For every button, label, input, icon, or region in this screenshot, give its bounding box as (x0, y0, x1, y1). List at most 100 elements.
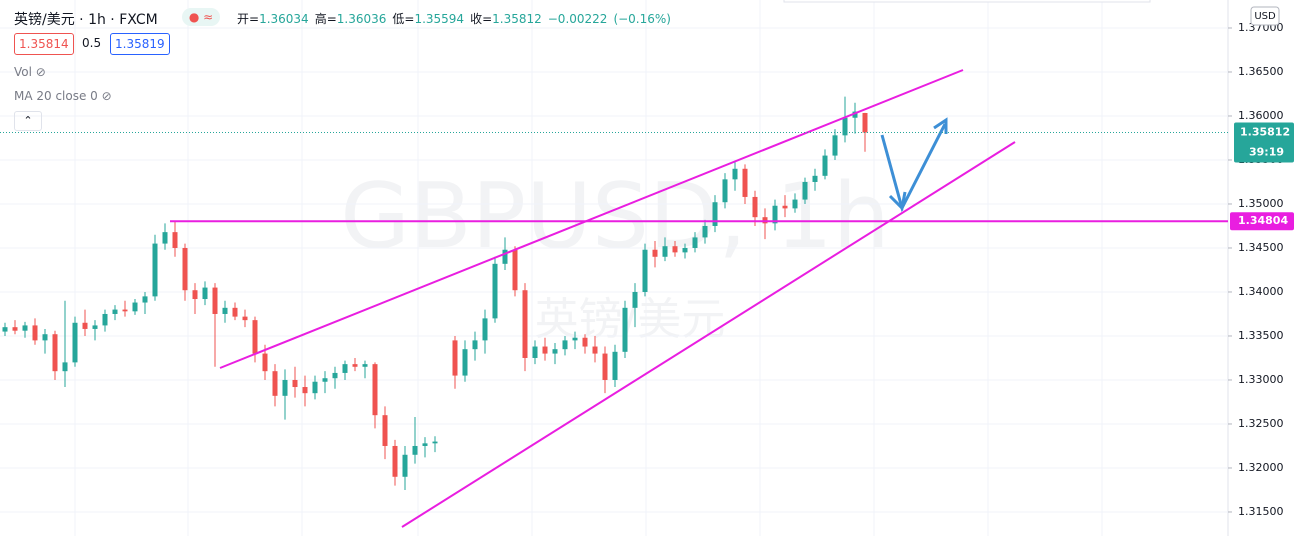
y-tick-label: 1.33500 (1238, 329, 1284, 342)
candle-body (742, 168, 748, 197)
watermark-name: 英镑/美元 (535, 294, 726, 345)
candle-body (22, 325, 28, 331)
candle-body (512, 249, 518, 291)
y-tick-label: 1.36500 (1238, 65, 1284, 78)
candle-body (112, 309, 118, 314)
spread: 0.5 (82, 36, 102, 50)
candle-body (662, 246, 668, 257)
indicator-label: MA 20 close 0 (14, 89, 98, 103)
candle-body (642, 249, 648, 292)
candle-body (572, 337, 578, 341)
candle-body (692, 237, 698, 248)
candle-body (852, 111, 858, 118)
candle-body (212, 287, 218, 314)
candle-body (222, 307, 228, 314)
candle-body (282, 379, 288, 396)
candle-body (632, 291, 638, 308)
candle-body (182, 247, 188, 291)
candle-body (822, 155, 828, 176)
y-tick-label: 1.32500 (1238, 417, 1284, 430)
candle-body (422, 443, 428, 446)
currency-box[interactable] (1250, 6, 1280, 26)
currency[interactable]: USD (1254, 11, 1276, 22)
candle-body (832, 135, 838, 156)
ohlc-legend: 开=1.36034 高=1.36036 低=1.35594 收=1.35812 −0.0… (237, 10, 677, 27)
ohlc-value: 1.36036 (336, 12, 387, 26)
candle-body (362, 364, 368, 367)
candle-body (492, 263, 498, 319)
candle-body (402, 454, 408, 477)
candle-body (332, 372, 338, 379)
candle-body (602, 353, 608, 380)
arrow-head (888, 191, 907, 212)
candle-body (32, 325, 38, 341)
candle-body (862, 112, 868, 133)
candle-body (92, 325, 98, 329)
y-tick-label: 1.33000 (1238, 373, 1284, 386)
ohlc-label: 开= (237, 12, 260, 26)
level-label: 1.34804 (1238, 214, 1288, 227)
arrow-head (933, 117, 948, 134)
candle-body (532, 346, 538, 358)
last-price-label: 1.35812 (1240, 126, 1290, 139)
ohlc-label: 收= (470, 12, 493, 26)
ask-button[interactable]: 1.35819 (110, 33, 170, 55)
candle-body (582, 337, 588, 347)
candle-body (682, 247, 688, 253)
candle-body (2, 327, 8, 332)
candle-body (722, 179, 728, 203)
y-tick-label: 1.35000 (1238, 197, 1284, 210)
candle-body (782, 205, 788, 209)
candle-body (842, 117, 848, 136)
toolbar-edge (783, 0, 1151, 3)
candle-body (622, 307, 628, 352)
candle-body (792, 199, 798, 209)
candle-body (452, 340, 458, 376)
candle-body (482, 318, 488, 341)
projection-arrow (880, 117, 948, 213)
y-tick-label: 1.34500 (1238, 241, 1284, 254)
candle-body (122, 309, 128, 312)
watermark-symbol: GBPUSD, 1h (340, 164, 890, 269)
candle-body (392, 445, 398, 477)
candle-body (342, 364, 348, 373)
candle-body (262, 353, 268, 372)
candle-body (542, 346, 548, 354)
candle-body (812, 175, 818, 182)
candle-body (522, 290, 528, 358)
trend-line-lower (401, 141, 1016, 528)
ohlc-label: 高= (314, 12, 337, 26)
market-status[interactable]: ● ≈ (182, 8, 220, 26)
change-percent: (−0.16%) (613, 12, 671, 26)
candle-body (702, 225, 708, 238)
candle-body (102, 313, 108, 326)
ohlc-label: 低= (392, 12, 415, 26)
candle-body (802, 181, 808, 200)
candle-body (552, 349, 558, 354)
candle-body (472, 340, 478, 350)
indicator-ma[interactable]: MA 20 close 0 ⊘ (14, 89, 112, 103)
y-tick-label: 1.34000 (1238, 285, 1284, 298)
candle-body (712, 202, 718, 226)
candle-body (652, 249, 658, 257)
change: −0.00222 (547, 12, 608, 26)
collapse-button[interactable]: ⌃ (14, 111, 42, 131)
candle-body (352, 364, 358, 367)
y-tick-label: 1.36000 (1238, 109, 1284, 122)
candle-body (752, 196, 758, 218)
candle-body (42, 334, 48, 341)
candle-body (322, 378, 328, 382)
candle-body (52, 334, 58, 372)
candle-body (732, 168, 738, 180)
candle-body (132, 302, 138, 312)
bid-button[interactable]: 1.35814 (14, 33, 74, 55)
candle-body (252, 320, 258, 354)
candle-body (772, 205, 778, 224)
ohlc-value: 1.36034 (259, 12, 309, 26)
ohlc-value: 1.35594 (414, 12, 465, 26)
symbol-title: 英镑/美元 · 1h · FXCM (14, 12, 158, 28)
candle-body (152, 243, 158, 297)
indicator-vol[interactable]: Vol ⊘ (14, 65, 46, 79)
candle-body (612, 351, 618, 380)
candle-body (82, 322, 88, 329)
